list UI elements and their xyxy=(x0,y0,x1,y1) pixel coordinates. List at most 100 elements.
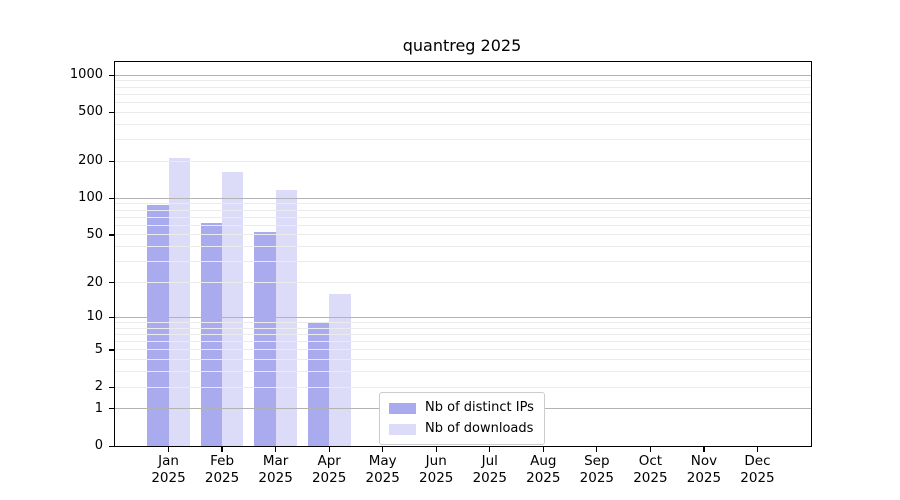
y-tick-mark xyxy=(109,111,114,114)
gridline-minor xyxy=(115,123,811,125)
y-tick-mark xyxy=(109,386,114,388)
x-tick-label: Feb 2025 xyxy=(186,453,258,487)
gridline-minor xyxy=(115,102,811,104)
y-tick-label: 1000 xyxy=(69,67,103,83)
x-tick-year: 2025 xyxy=(472,470,507,486)
x-tick-label: Aug 2025 xyxy=(507,453,579,487)
plot-area: Nb of distinct IPs Nb of downloads 0 1 2 5 1… xyxy=(70,61,812,486)
chart-title: quantreg 2025 xyxy=(402,36,522,55)
gridline-minor xyxy=(115,246,811,248)
bar-distinct-ips-apr xyxy=(307,322,330,446)
x-tick-month: Nov xyxy=(690,453,718,469)
y-tick-mark xyxy=(109,74,114,76)
x-tick-label: Jan 2025 xyxy=(133,453,205,487)
gridline-minor xyxy=(115,203,811,205)
gridline-minor xyxy=(115,86,811,88)
legend-label-downloads: Nb of downloads xyxy=(425,421,534,436)
x-tick-mark xyxy=(703,447,705,452)
x-tick-mark xyxy=(596,447,598,452)
legend-swatch-downloads-icon xyxy=(389,423,416,435)
x-tick-label: Jul 2025 xyxy=(454,453,526,487)
bar-downloads-apr xyxy=(329,293,351,446)
y-tick-label: 0 xyxy=(94,438,103,453)
gridline-minor xyxy=(115,216,811,218)
y-tick-mark xyxy=(109,197,114,199)
x-tick-year: 2025 xyxy=(579,470,615,486)
gridline-major xyxy=(115,74,811,76)
x-tick-month: Sep xyxy=(584,453,610,469)
gridline-minor xyxy=(115,111,811,113)
x-tick-year: 2025 xyxy=(526,470,561,486)
y-tick-mark xyxy=(109,316,114,318)
gridline-minor xyxy=(115,282,811,284)
x-tick-year: 2025 xyxy=(365,470,400,486)
gridline-minor xyxy=(115,209,811,211)
x-tick-mark xyxy=(167,447,170,452)
x-tick-year: 2025 xyxy=(204,470,240,486)
bar-downloads-feb xyxy=(222,171,244,446)
x-tick-month: Jan xyxy=(158,453,179,469)
x-tick-month: Mar xyxy=(262,453,289,469)
gridline-minor xyxy=(115,93,811,95)
x-tick-year: 2025 xyxy=(740,470,775,486)
y-tick-label: 10 xyxy=(86,309,103,325)
x-tick-month: Oct xyxy=(638,453,663,469)
x-tick-month: Jul xyxy=(481,453,498,469)
gridline-minor xyxy=(115,139,811,141)
gridline-minor xyxy=(115,234,811,236)
x-tick-mark xyxy=(542,447,544,452)
gridline-minor xyxy=(115,341,811,343)
x-tick-year: 2025 xyxy=(633,470,668,486)
x-tick-label: Oct 2025 xyxy=(614,453,686,487)
legend-item-distinct-ips: Nb of distinct IPs xyxy=(389,400,534,416)
legend-item-downloads: Nb of downloads xyxy=(389,421,534,437)
y-tick-mark xyxy=(109,160,114,163)
x-tick-mark xyxy=(435,447,437,452)
y-tick-mark xyxy=(109,282,114,284)
y-tick-label: 50 xyxy=(86,226,103,242)
gridline-minor xyxy=(115,386,811,388)
x-tick-label: May 2025 xyxy=(347,453,419,487)
y-tick-mark xyxy=(109,408,114,410)
x-tick-year: 2025 xyxy=(419,470,454,486)
y-tick-mark xyxy=(109,445,114,447)
gridline-minor xyxy=(115,224,811,226)
x-tick-mark xyxy=(649,447,651,452)
x-tick-month: Aug xyxy=(530,453,557,469)
x-tick-label: Apr 2025 xyxy=(293,453,365,487)
bar-downloads-jan xyxy=(168,158,190,446)
x-tick-mark xyxy=(275,447,277,452)
gridline-minor xyxy=(115,80,811,82)
x-tick-mark xyxy=(221,447,223,452)
x-tick-label: Dec 2025 xyxy=(721,453,793,487)
x-tick-month: Feb xyxy=(210,453,235,469)
y-tick-label: 2 xyxy=(94,379,103,395)
x-tick-month: May xyxy=(368,453,397,469)
x-tick-mark xyxy=(489,447,491,452)
y-tick-mark xyxy=(109,234,114,236)
bar-distinct-ips-mar xyxy=(254,231,276,446)
y-tick-label: 200 xyxy=(78,153,103,169)
bar-distinct-ips-jan xyxy=(147,204,169,446)
legend-label-distinct-ips: Nb of distinct IPs xyxy=(425,400,534,415)
gridline-minor xyxy=(115,371,811,373)
bar-downloads-mar xyxy=(275,190,298,446)
y-tick-label: 5 xyxy=(94,341,103,357)
gridline-minor xyxy=(115,349,811,351)
x-tick-year: 2025 xyxy=(686,470,722,486)
gridline-minor xyxy=(115,321,811,323)
y-tick-label: 1 xyxy=(94,400,103,416)
x-tick-mark xyxy=(756,447,759,452)
x-tick-year: 2025 xyxy=(311,470,347,486)
x-tick-month: Apr xyxy=(317,453,341,469)
x-tick-mark xyxy=(328,447,330,452)
legend-swatch-distinct-ips-icon xyxy=(389,402,416,414)
gridline-major xyxy=(115,316,811,318)
x-tick-label: Jun 2025 xyxy=(400,453,472,487)
legend: Nb of distinct IPs Nb of downloads xyxy=(379,392,545,445)
gridline-minor xyxy=(115,160,811,162)
gridline-minor xyxy=(115,327,811,329)
x-tick-month: Dec xyxy=(744,453,771,469)
y-tick-label: 500 xyxy=(78,104,103,120)
